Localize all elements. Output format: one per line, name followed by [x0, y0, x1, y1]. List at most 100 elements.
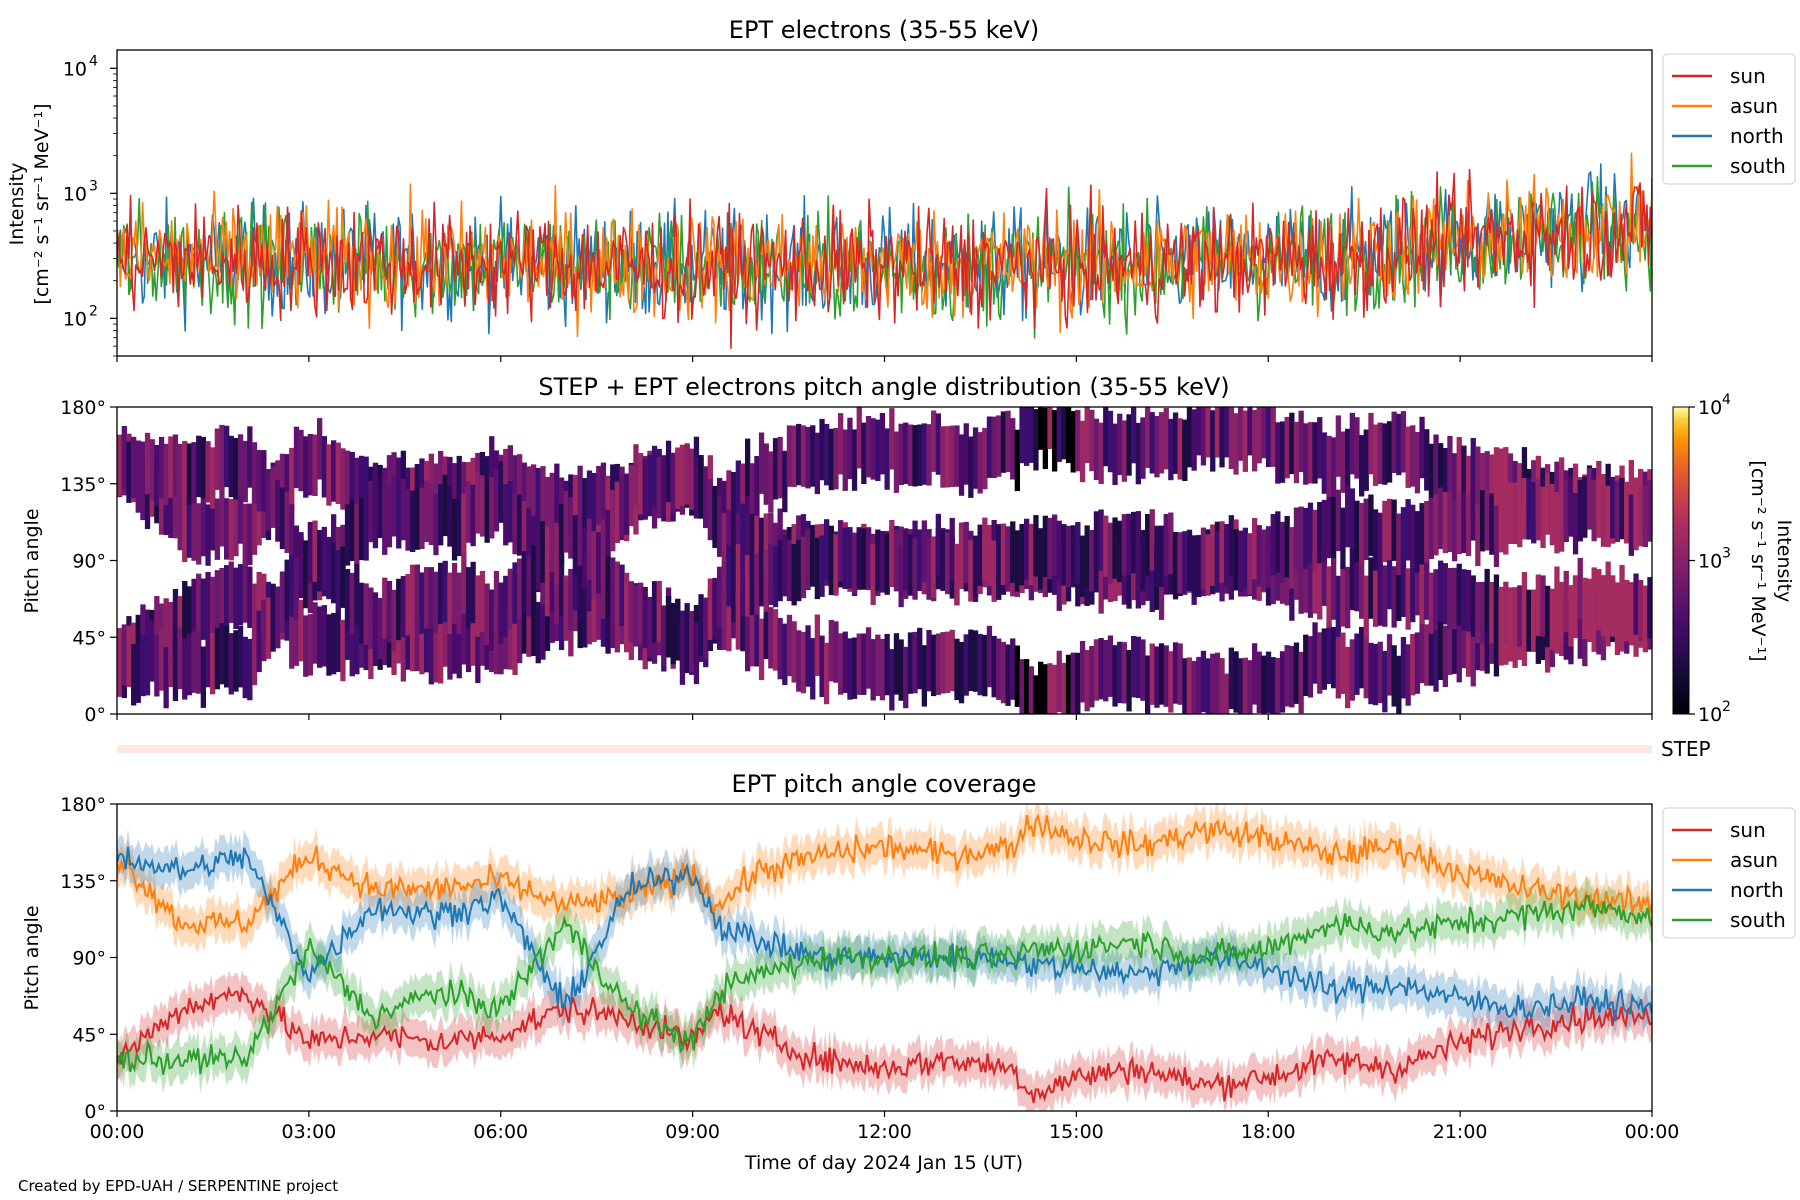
heat-cell	[907, 632, 914, 694]
heat-cell	[963, 521, 969, 584]
heat-cell	[1600, 575, 1607, 637]
heat-cell	[470, 604, 476, 666]
heat-cell	[693, 622, 700, 685]
heat-cell	[498, 461, 504, 523]
heat-cell	[1298, 506, 1304, 568]
heat-cell	[1521, 604, 1528, 666]
heat-cell	[224, 626, 230, 688]
heat-cell	[926, 424, 932, 486]
heat-cell	[526, 555, 532, 617]
heat-cell	[1540, 575, 1546, 637]
heat-cell	[670, 452, 676, 515]
heat-cell	[321, 436, 327, 498]
series-south-line	[117, 894, 1652, 1075]
heat-cell	[1275, 511, 1281, 573]
heat-cell	[661, 605, 667, 667]
heat-cell	[591, 580, 597, 642]
heat-cell	[335, 610, 341, 672]
heat-cell	[577, 504, 583, 566]
heat-cell	[1424, 501, 1430, 563]
legend-label-asun: asun	[1730, 848, 1778, 872]
heat-cell	[558, 588, 565, 650]
heat-cell	[1000, 523, 1007, 585]
heat-cell	[1121, 420, 1127, 482]
heat-cell	[344, 450, 351, 512]
heat-cell	[768, 451, 774, 513]
heat-cell	[1521, 447, 1528, 509]
heat-cell	[1070, 652, 1076, 714]
heat-cell	[196, 503, 202, 565]
heat-cell	[1628, 584, 1634, 646]
heat-cell	[1256, 525, 1262, 587]
heat-cell	[1065, 407, 1072, 464]
heat-cell	[1028, 666, 1034, 714]
heat-cell	[228, 633, 234, 695]
heat-cell	[1596, 476, 1602, 538]
heat-cell	[1335, 415, 1341, 477]
heat-cell	[1456, 621, 1462, 683]
heat-cell	[875, 529, 881, 591]
heat-cell	[1158, 525, 1165, 587]
heat-cell	[433, 621, 439, 683]
heat-cell	[851, 429, 858, 491]
heat-cell	[879, 531, 886, 593]
heat-cell	[507, 445, 513, 507]
heat-cell	[1503, 493, 1509, 555]
heat-cell	[149, 439, 155, 501]
heat-cell	[1475, 504, 1481, 567]
heat-cell	[451, 499, 458, 561]
heat-cell	[1131, 511, 1137, 574]
heat-cell	[470, 561, 476, 624]
heat-cell	[884, 633, 890, 696]
heat-cell	[1126, 547, 1132, 609]
heat-cell	[1382, 650, 1388, 713]
heat-cell	[1456, 492, 1462, 555]
heat-cell	[1410, 504, 1416, 567]
heat-cell	[242, 503, 248, 566]
heat-cell	[275, 586, 281, 648]
panel1-ylabel-line2: [cm⁻² s⁻¹ sr⁻¹ MeV⁻¹]	[31, 103, 53, 304]
heat-cell	[335, 442, 341, 504]
heat-cell	[865, 627, 872, 689]
heat-cell	[1135, 511, 1141, 573]
heat-cell	[1368, 557, 1374, 619]
heat-cell	[642, 458, 648, 520]
heat-cell	[256, 571, 262, 634]
heat-cell	[1498, 586, 1504, 649]
heat-cell	[1498, 491, 1504, 553]
heat-cell	[303, 540, 309, 602]
heat-cell	[196, 435, 202, 498]
heat-cell	[1214, 652, 1221, 714]
heat-cell	[405, 608, 411, 670]
heat-cell	[828, 428, 834, 491]
heat-cell	[963, 634, 969, 696]
heat-cell	[986, 625, 993, 688]
heat-cell	[1293, 538, 1300, 600]
heat-cell	[526, 507, 532, 570]
heat-cell	[758, 545, 765, 607]
heat-cell	[149, 620, 155, 682]
heat-cell	[535, 528, 541, 591]
heat-cell	[1289, 646, 1295, 708]
heat-cell	[233, 567, 239, 629]
heat-cell	[1135, 422, 1141, 485]
heat-cell	[558, 503, 565, 566]
heat-cell	[219, 568, 225, 630]
heat-cell	[563, 491, 569, 553]
heat-cell	[475, 575, 481, 637]
heat-cell	[191, 578, 197, 641]
heat-cell	[796, 630, 802, 692]
heat-cell	[512, 562, 518, 624]
heat-cell	[1559, 581, 1565, 644]
heat-cell	[1340, 431, 1346, 493]
heat-cell	[1540, 486, 1546, 548]
series-asun-line	[117, 813, 1652, 936]
heat-cell	[251, 493, 258, 555]
colorbar-tick-label: 10	[1698, 704, 1722, 726]
heat-cell	[1503, 581, 1509, 644]
heat-cell	[1447, 613, 1453, 675]
heat-cell	[754, 515, 760, 578]
heat-cell	[419, 572, 425, 634]
